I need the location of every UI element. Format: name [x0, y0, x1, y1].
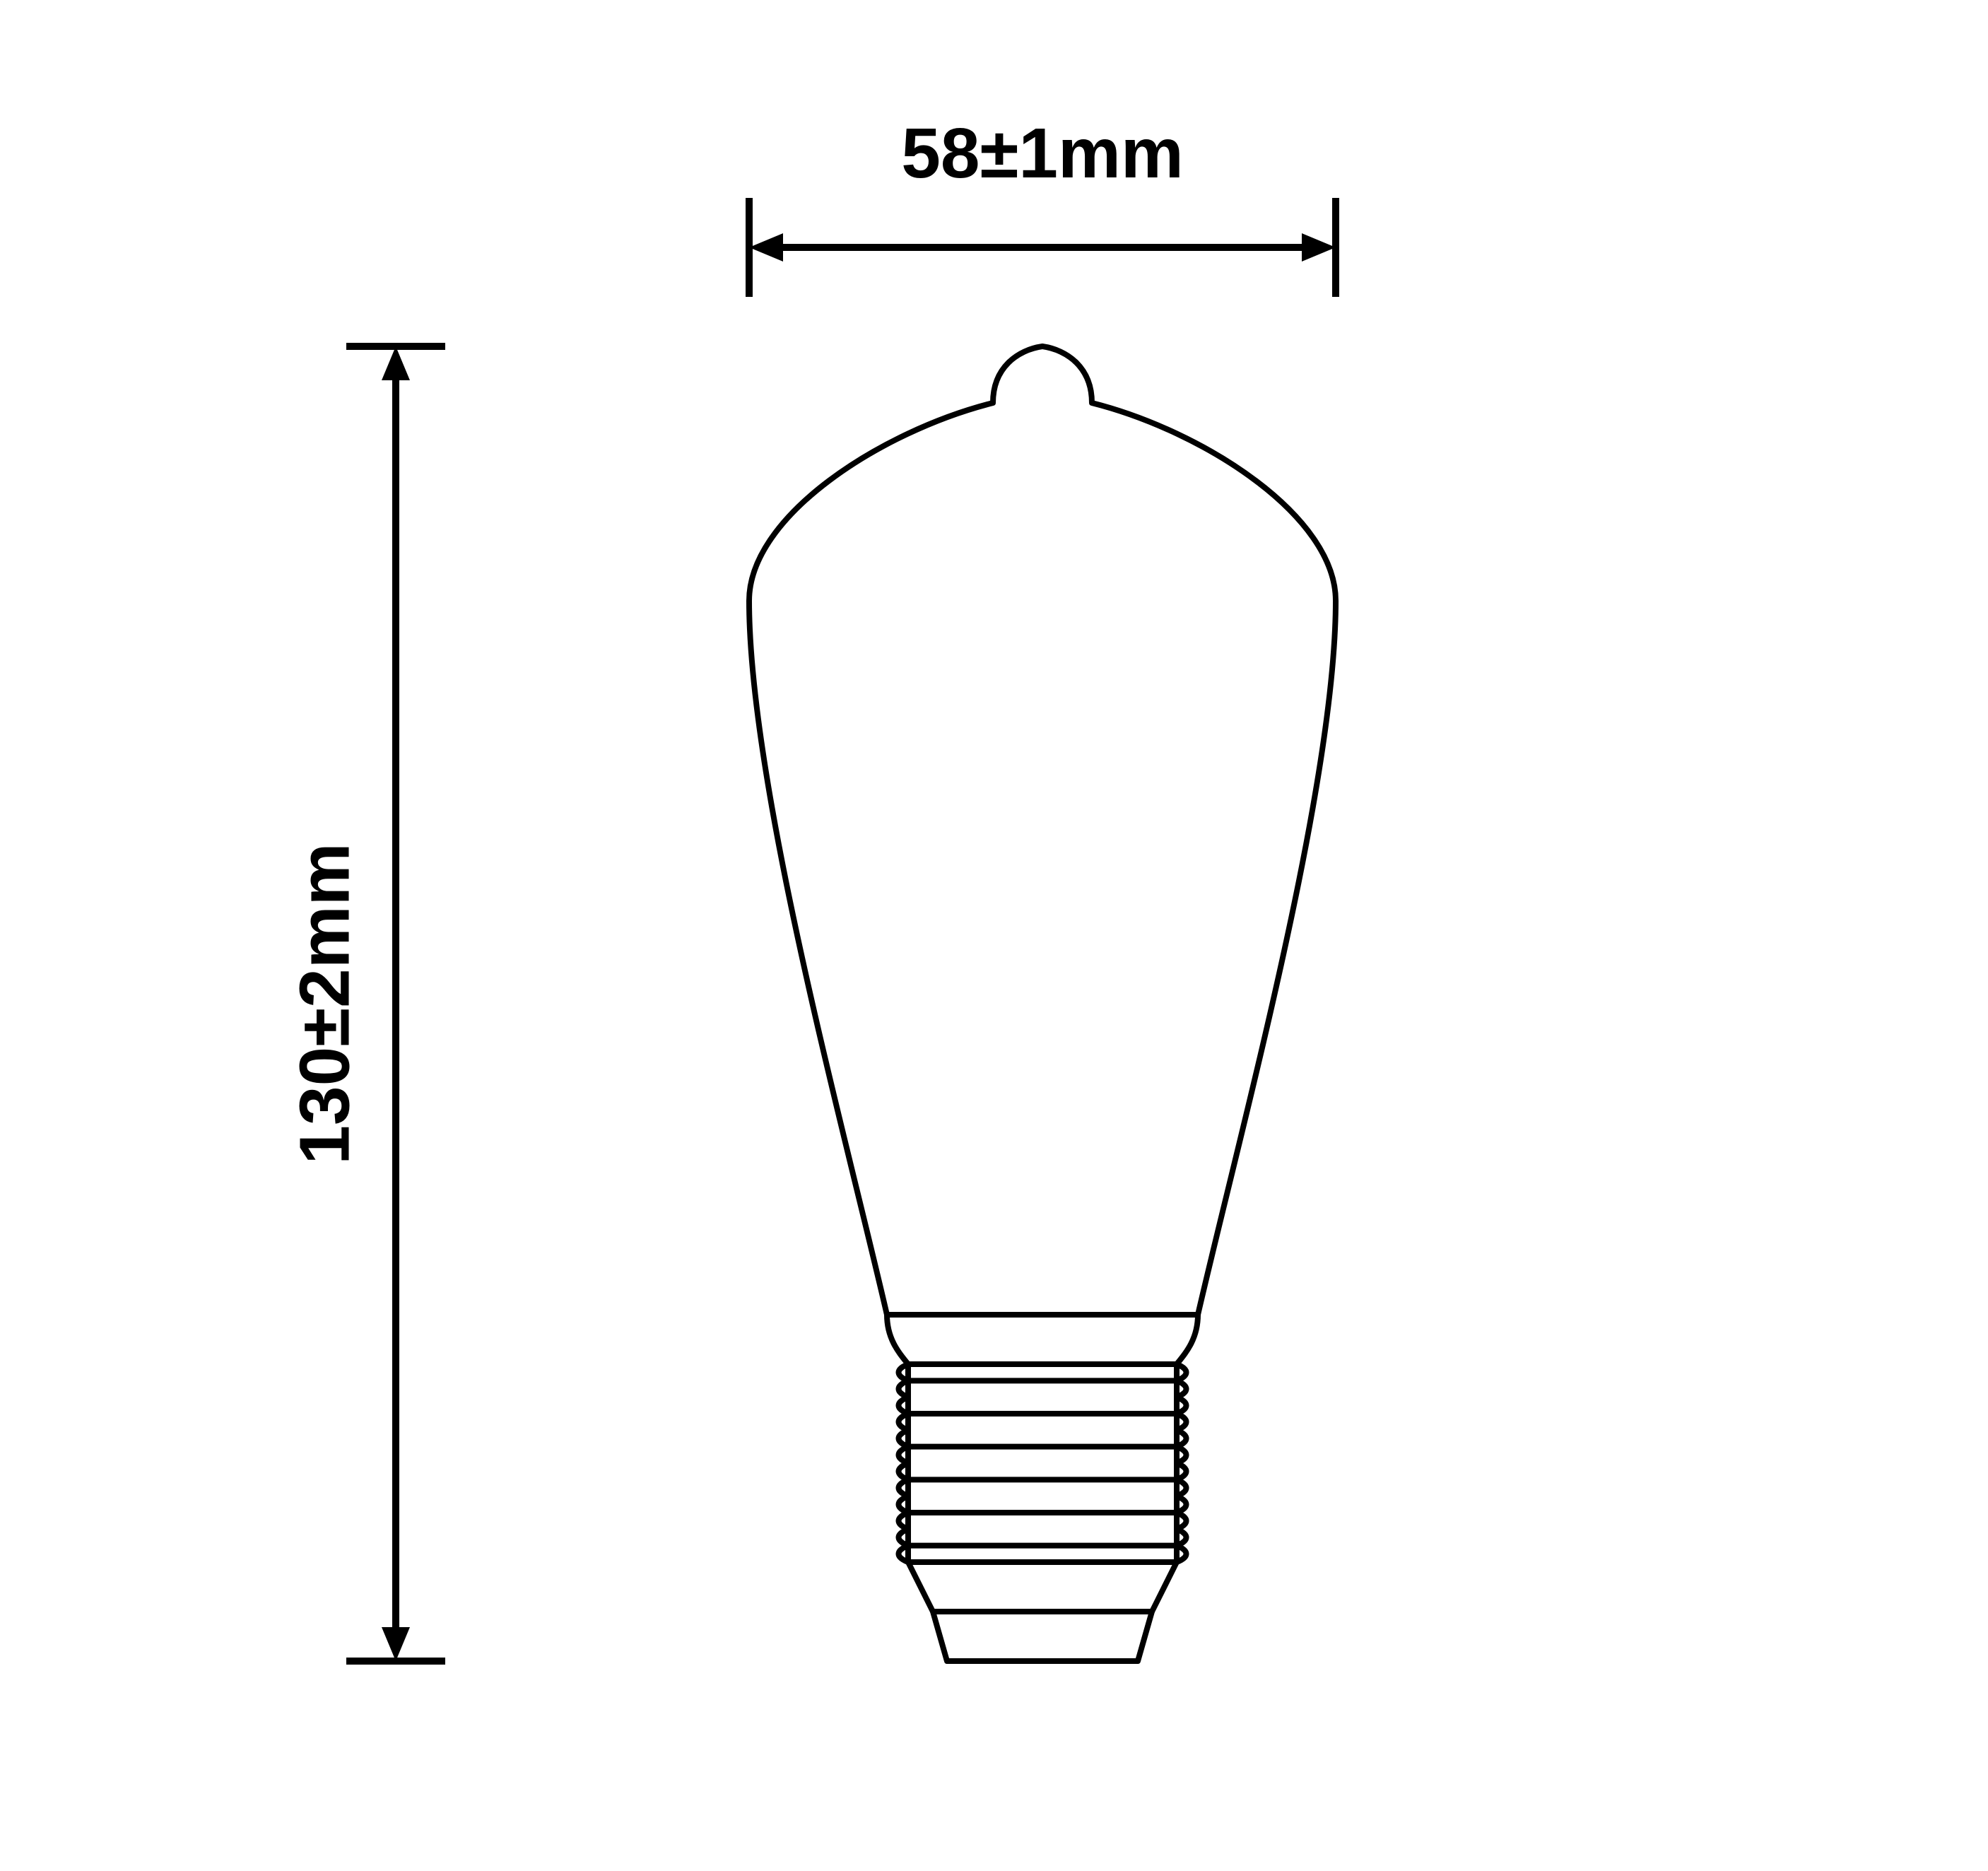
bulb-outline [749, 346, 1336, 1661]
height-dimension-label: 130±2mm [285, 843, 366, 1164]
width-dimension-label: 58±1mm [901, 113, 1184, 194]
width-dimension-line [749, 198, 1336, 297]
drawing-canvas: 58±1mm 130±2mm [0, 0, 1988, 1871]
